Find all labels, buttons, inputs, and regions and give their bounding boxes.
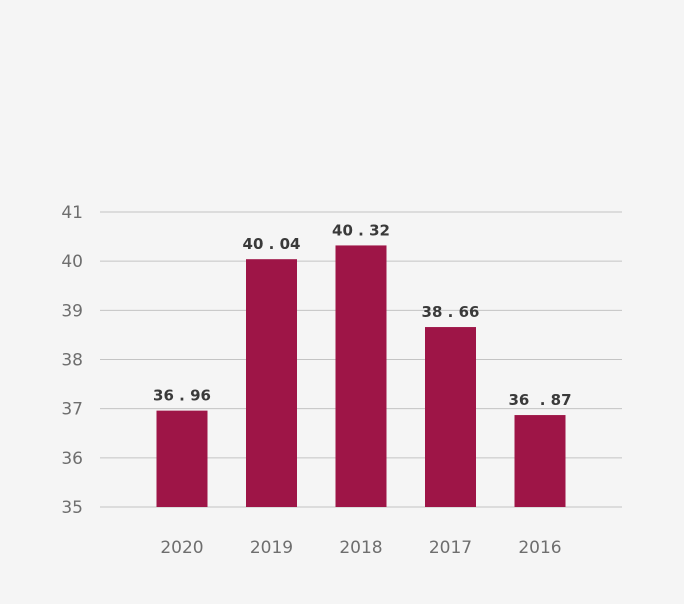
data-label-2017: 38 . 66 — [422, 303, 480, 321]
y-tick-label: 38 — [61, 351, 83, 371]
x-category-label: 2020 — [160, 538, 203, 558]
x-category-label: 2017 — [429, 538, 472, 558]
bar-2018 — [335, 245, 387, 507]
data-label-2018: 40 . 32 — [332, 221, 390, 239]
y-tick-label: 39 — [61, 301, 83, 321]
y-tick-label: 40 — [61, 252, 83, 272]
x-category-label: 2016 — [518, 538, 561, 558]
y-tick-label: 41 — [61, 203, 83, 223]
bar-2017 — [425, 327, 476, 507]
bar-2019 — [246, 259, 297, 507]
data-label-2016: 36 . 87 — [508, 391, 571, 409]
x-category-label: 2018 — [339, 538, 382, 558]
y-tick-label: 37 — [61, 400, 83, 420]
y-tick-label: 35 — [61, 498, 83, 518]
bar-2016 — [514, 415, 566, 507]
y-tick-label: 36 — [61, 449, 83, 469]
y-axis-ticks: 35 36 37 38 39 40 41 — [61, 203, 83, 518]
x-category-label: 2019 — [250, 538, 293, 558]
bar-2020 — [156, 410, 208, 507]
x-axis-categories: 2020 2019 2018 2017 2016 — [160, 538, 561, 558]
data-label-2019: 40 . 04 — [243, 235, 301, 253]
bars — [156, 245, 566, 507]
data-labels: 36 . 96 40 . 04 40 . 32 38 . 66 36 . 87 — [153, 221, 572, 409]
data-label-2020: 36 . 96 — [153, 387, 211, 405]
